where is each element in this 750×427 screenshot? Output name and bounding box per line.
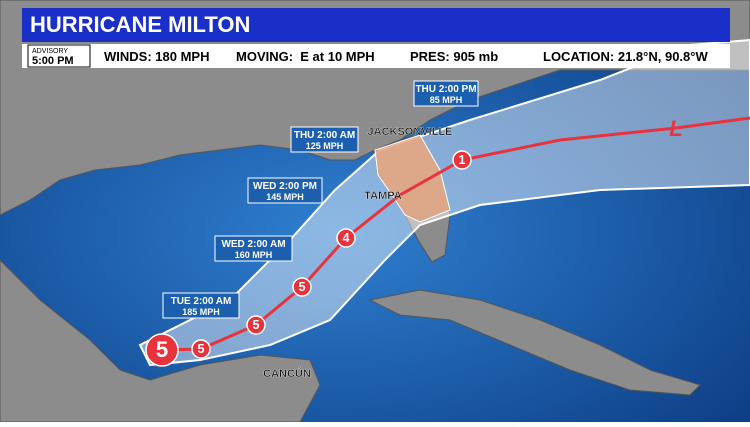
city-label: TAMPA [364, 190, 402, 202]
pressure: PRES: 905 mb [410, 49, 498, 64]
storm-marker [336, 228, 356, 248]
winds: WINDS: 180 MPH [104, 49, 209, 64]
low-marker: L [669, 116, 682, 141]
storm-marker [292, 277, 312, 297]
storm-category: 5 [298, 280, 305, 294]
warning-area [374, 134, 451, 223]
moving: MOVING: E at 10 MPH [236, 49, 375, 64]
forecast-time: WED 2:00 AM [221, 239, 285, 250]
storm-marker [452, 150, 472, 170]
storm-track [161, 116, 750, 352]
advisory-label: ADVISORY [32, 48, 68, 55]
storm-category: 5 [156, 337, 168, 362]
storm-category: 5 [197, 342, 204, 356]
forecast-winds: 160 MPH [235, 250, 273, 260]
storm-marker [191, 339, 211, 359]
storm-category: 5 [252, 318, 259, 332]
forecast-box [290, 126, 359, 153]
forecast-box [413, 80, 479, 107]
forecast-time: THU 2:00 PM [415, 84, 476, 95]
forecast-time: WED 2:00 PM [253, 181, 317, 192]
cuba [368, 289, 701, 396]
storm-category: 1 [458, 153, 465, 167]
advisory-box [27, 44, 91, 68]
forecast-time: THU 2:00 AM [294, 130, 355, 141]
advisory-time: 5:00 PM [32, 55, 74, 67]
title: HURRICANE MILTON [30, 12, 250, 37]
info-bar [22, 44, 730, 68]
forecast-box [247, 177, 323, 204]
forecast-time: TUE 2:00 AM [171, 296, 232, 307]
forecast-winds: 185 MPH [182, 307, 220, 317]
storm-marker [145, 333, 179, 367]
forecast-winds: 125 MPH [306, 141, 344, 151]
forecast-winds: 85 MPH [430, 95, 463, 105]
storm-category: 4 [342, 231, 349, 245]
forecast-box [214, 235, 293, 262]
title-bar [22, 8, 730, 42]
forecast-winds: 145 MPH [266, 192, 304, 202]
location: LOCATION: 21.8°N, 90.8°W [543, 49, 708, 64]
forecast-box [162, 292, 240, 319]
city-label: CANCÚN [263, 367, 311, 380]
storm-marker [246, 315, 266, 335]
city-label: JACKSONVILLE [368, 126, 453, 138]
